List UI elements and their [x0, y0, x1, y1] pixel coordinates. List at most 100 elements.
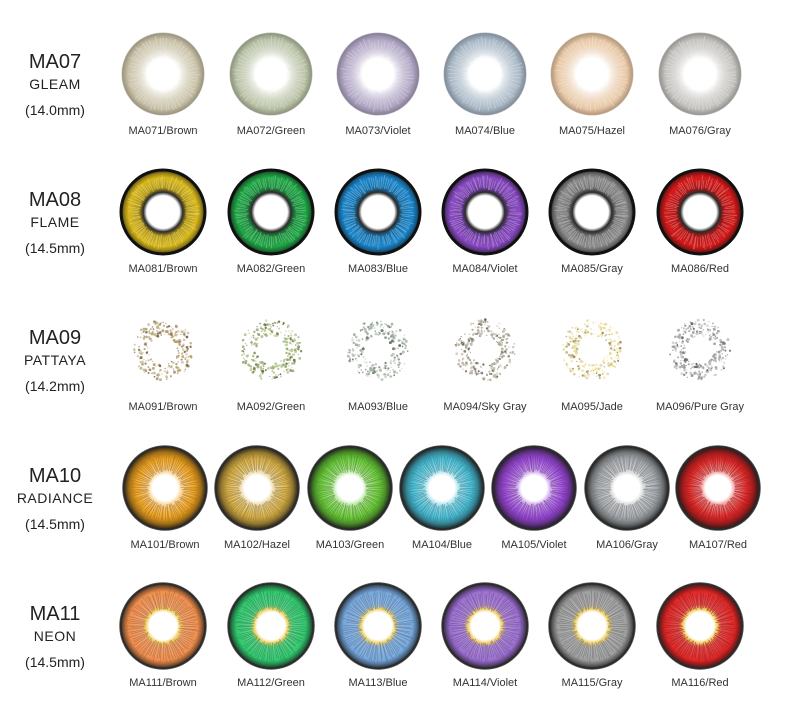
lens-image: [227, 168, 315, 256]
lens-label: MA082/Green: [236, 263, 306, 275]
lens-image: [560, 318, 624, 382]
series-row-ma10: MA10 RADIANCE (14.5mm) MA101/Brown MA102/H…: [0, 444, 800, 574]
lens-item[interactable]: MA106/Gray: [584, 445, 670, 551]
lens-image: [491, 445, 577, 531]
series-code: MA11: [29, 603, 81, 625]
lens-label: MA092/Green: [236, 401, 306, 413]
lens-label: MA111/Brown: [129, 677, 197, 689]
lens-label: MA086/Red: [670, 263, 730, 275]
lens-label: MA113/Blue: [348, 677, 408, 689]
lens-item[interactable]: MA114/Violet: [441, 582, 529, 689]
lens-image: [548, 168, 636, 256]
lens-label: MA103/Green: [315, 539, 385, 551]
lens-image: [307, 445, 393, 531]
lens-label: MA095/Jade: [561, 401, 623, 413]
series-row-ma09: MA09 PATTAYA (14.2mm) MA091/Brown MA092/Gree…: [0, 306, 800, 436]
lens-item[interactable]: MA071/Brown: [121, 32, 205, 137]
lens-label: MA075/Hazel: [558, 125, 626, 137]
lens-item[interactable]: MA105/Violet: [491, 445, 577, 551]
lens-image: [668, 318, 732, 382]
lens-image: [229, 32, 313, 116]
series-code: MA10: [28, 465, 82, 487]
lens-item[interactable]: MA082/Green: [227, 168, 315, 275]
lens-label: MA076/Gray: [669, 125, 731, 137]
lens-item[interactable]: MA102/Hazel: [214, 445, 300, 551]
lens-item[interactable]: MA091/Brown: [128, 318, 198, 413]
lens-item[interactable]: MA085/Gray: [548, 168, 636, 275]
series-diameter: (14.0mm): [25, 102, 85, 118]
lens-item[interactable]: MA116/Red: [656, 582, 744, 689]
lens-item[interactable]: MA113/Blue: [334, 582, 422, 689]
lens-item[interactable]: MA115/Gray: [548, 582, 636, 689]
lens-label: MA071/Brown: [128, 125, 198, 137]
lens-label: MA101/Brown: [130, 539, 200, 551]
lens-item[interactable]: MA076/Gray: [658, 32, 742, 137]
lens-image: [214, 445, 300, 531]
series-name: PATTAYA: [23, 352, 87, 368]
lens-item[interactable]: MA083/Blue: [334, 168, 422, 275]
lens-item[interactable]: MA084/Violet: [441, 168, 529, 275]
lens-image: [548, 582, 636, 670]
lens-image: [656, 582, 744, 670]
lens-label: MA112/Green: [237, 677, 305, 689]
lens-item[interactable]: MA094/Sky Gray: [443, 318, 527, 413]
lens-image: [441, 168, 529, 256]
lens-item[interactable]: MA092/Green: [237, 318, 305, 413]
lens-image: [119, 582, 207, 670]
lens-item[interactable]: MA093/Blue: [346, 318, 410, 413]
lens-image: [131, 318, 195, 382]
lens-image: [121, 32, 205, 116]
lens-image: [346, 318, 410, 382]
series-code: MA08: [28, 189, 82, 211]
lens-label: MA093/Blue: [348, 401, 408, 413]
series-code: MA07: [28, 51, 82, 73]
lens-image: [334, 168, 422, 256]
series-name: RADIANCE: [16, 490, 94, 506]
lens-item[interactable]: MA073/Violet: [336, 32, 420, 137]
series-name: GLEAM: [29, 76, 81, 92]
lens-item[interactable]: MA103/Green: [307, 445, 393, 551]
lens-label: MA096/Pure Gray: [655, 401, 745, 413]
lens-image: [675, 445, 761, 531]
lens-item[interactable]: MA104/Blue: [399, 445, 485, 551]
lens-label: MA084/Violet: [452, 263, 518, 275]
series-diameter: (14.5mm): [25, 654, 85, 670]
lens-label: MA091/Brown: [128, 401, 198, 413]
series-diameter: (14.5mm): [25, 516, 85, 532]
series-name: NEON: [33, 628, 77, 644]
lens-label: MA074/Blue: [455, 125, 515, 137]
lens-image: [227, 582, 315, 670]
lens-label: MA081/Brown: [128, 263, 198, 275]
series-label: MA11 NEON (14.5mm): [0, 602, 110, 672]
lens-item[interactable]: MA101/Brown: [122, 445, 208, 551]
lens-item[interactable]: MA075/Hazel: [550, 32, 634, 137]
lens-item[interactable]: MA074/Blue: [443, 32, 527, 137]
series-row-ma11: MA11 NEON (14.5mm) MA111/Brown MA112/Green: [0, 582, 800, 712]
lens-item[interactable]: MA072/Green: [229, 32, 313, 137]
series-code: MA09: [28, 327, 82, 349]
lens-image: [441, 582, 529, 670]
lens-item[interactable]: MA081/Brown: [119, 168, 207, 275]
lens-image: [443, 32, 527, 116]
lens-item[interactable]: MA095/Jade: [560, 318, 624, 413]
series-diameter: (14.5mm): [25, 240, 85, 256]
lens-label: MA114/Violet: [452, 677, 518, 689]
lens-item[interactable]: MA086/Red: [656, 168, 744, 275]
series-label: MA10 RADIANCE (14.5mm): [0, 464, 110, 534]
lens-image: [334, 582, 422, 670]
lens-label: MA105/Violet: [501, 539, 567, 551]
lens-image: [658, 32, 742, 116]
lens-image: [336, 32, 420, 116]
lens-image: [453, 318, 517, 382]
lens-item[interactable]: MA096/Pure Gray: [656, 318, 744, 413]
lens-item[interactable]: MA111/Brown: [119, 582, 207, 689]
lens-item[interactable]: MA112/Green: [227, 582, 315, 689]
lens-label: MA115/Gray: [561, 677, 623, 689]
lens-image: [584, 445, 670, 531]
series-name: FLAME: [30, 214, 80, 230]
lens-label: MA116/Red: [671, 677, 729, 689]
lens-image: [122, 445, 208, 531]
lens-item[interactable]: MA107/Red: [675, 445, 761, 551]
lens-label: MA102/Hazel: [223, 539, 291, 551]
lens-label: MA083/Blue: [348, 263, 408, 275]
